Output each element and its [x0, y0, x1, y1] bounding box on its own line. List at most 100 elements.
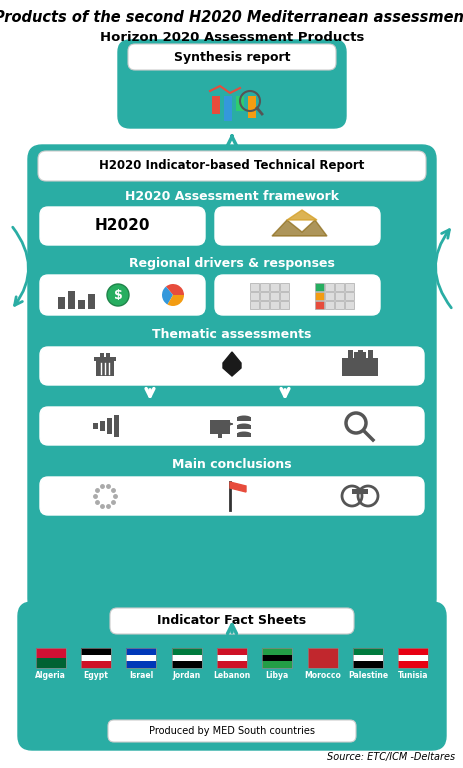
FancyBboxPatch shape: [118, 40, 345, 128]
Bar: [259, 283, 269, 291]
Bar: [262, 661, 292, 668]
Bar: [218, 434, 221, 438]
Bar: [100, 421, 105, 431]
Bar: [279, 292, 288, 300]
Bar: [88, 294, 95, 309]
Bar: [68, 291, 75, 309]
Bar: [81, 648, 111, 654]
Text: Main conclusions: Main conclusions: [172, 458, 291, 472]
FancyBboxPatch shape: [40, 207, 205, 245]
FancyBboxPatch shape: [38, 151, 425, 181]
Bar: [224, 96, 232, 121]
Bar: [397, 648, 427, 654]
FancyBboxPatch shape: [40, 407, 423, 445]
Text: Horizon 2020 Assessment Products: Horizon 2020 Assessment Products: [100, 31, 363, 44]
Text: Products of the second H2020 Mediterranean assessment: Products of the second H2020 Mediterrane…: [0, 10, 463, 25]
Bar: [397, 661, 427, 668]
Polygon shape: [287, 210, 316, 220]
Text: Morocco: Morocco: [304, 671, 340, 680]
Bar: [247, 96, 256, 118]
Bar: [262, 648, 292, 654]
Text: Algeria: Algeria: [35, 671, 66, 680]
Bar: [347, 350, 352, 358]
Bar: [344, 301, 353, 309]
Bar: [351, 489, 367, 494]
Bar: [324, 301, 333, 309]
Bar: [357, 350, 362, 358]
Bar: [171, 648, 201, 654]
Bar: [217, 654, 246, 661]
Bar: [81, 654, 111, 661]
Bar: [100, 353, 104, 357]
FancyBboxPatch shape: [18, 602, 445, 750]
FancyBboxPatch shape: [40, 347, 423, 385]
Text: Indicator Fact Sheets: Indicator Fact Sheets: [157, 614, 306, 627]
Bar: [36, 658, 66, 668]
Bar: [93, 423, 98, 429]
Text: Jordan: Jordan: [172, 671, 200, 680]
Text: Palestine: Palestine: [347, 671, 387, 680]
Wedge shape: [167, 295, 184, 306]
Bar: [397, 648, 427, 668]
Bar: [96, 360, 114, 376]
Bar: [314, 301, 323, 309]
Bar: [314, 283, 323, 291]
Bar: [259, 301, 269, 309]
Bar: [217, 648, 246, 654]
Bar: [217, 648, 246, 668]
Bar: [171, 648, 201, 668]
Text: $: $: [113, 289, 122, 302]
FancyBboxPatch shape: [40, 275, 205, 315]
Bar: [367, 350, 372, 358]
Bar: [217, 661, 246, 668]
Bar: [262, 648, 292, 668]
FancyBboxPatch shape: [214, 207, 379, 245]
Bar: [259, 292, 269, 300]
FancyBboxPatch shape: [214, 275, 379, 315]
Text: Egypt: Egypt: [83, 671, 108, 680]
FancyBboxPatch shape: [40, 477, 423, 515]
Bar: [58, 297, 65, 309]
Bar: [269, 292, 278, 300]
Bar: [314, 292, 323, 300]
Text: Produced by MED South countries: Produced by MED South countries: [149, 726, 314, 736]
Text: Thematic assessments: Thematic assessments: [152, 329, 311, 342]
Polygon shape: [271, 220, 326, 236]
Bar: [171, 661, 201, 668]
Text: H2020 Assessment framework: H2020 Assessment framework: [125, 190, 338, 204]
Bar: [237, 433, 250, 437]
Ellipse shape: [237, 432, 250, 436]
Bar: [334, 283, 343, 291]
Ellipse shape: [237, 415, 250, 421]
Text: Libya: Libya: [265, 671, 288, 680]
Bar: [126, 648, 156, 668]
Text: H2020 Indicator-based Technical Report: H2020 Indicator-based Technical Report: [99, 160, 364, 173]
Bar: [250, 292, 258, 300]
Bar: [352, 648, 382, 654]
Bar: [212, 96, 219, 114]
Bar: [126, 648, 156, 654]
Polygon shape: [223, 352, 240, 376]
FancyBboxPatch shape: [108, 720, 355, 742]
Bar: [237, 417, 250, 421]
FancyBboxPatch shape: [110, 608, 353, 634]
Bar: [352, 654, 382, 661]
FancyBboxPatch shape: [28, 145, 435, 613]
Bar: [36, 648, 66, 658]
Text: Lebanon: Lebanon: [213, 671, 250, 680]
Circle shape: [107, 284, 129, 306]
Bar: [107, 418, 112, 434]
Bar: [353, 352, 365, 360]
Bar: [81, 648, 111, 668]
Bar: [114, 415, 119, 437]
Bar: [250, 301, 258, 309]
Bar: [344, 292, 353, 300]
Polygon shape: [230, 482, 245, 492]
Bar: [36, 648, 66, 668]
Bar: [352, 661, 382, 668]
Wedge shape: [166, 284, 184, 295]
Text: Source: ETC/ICM -Deltares: Source: ETC/ICM -Deltares: [326, 752, 454, 762]
Text: Regional drivers & responses: Regional drivers & responses: [129, 257, 334, 270]
Bar: [279, 283, 288, 291]
Text: H2020: H2020: [94, 219, 150, 233]
